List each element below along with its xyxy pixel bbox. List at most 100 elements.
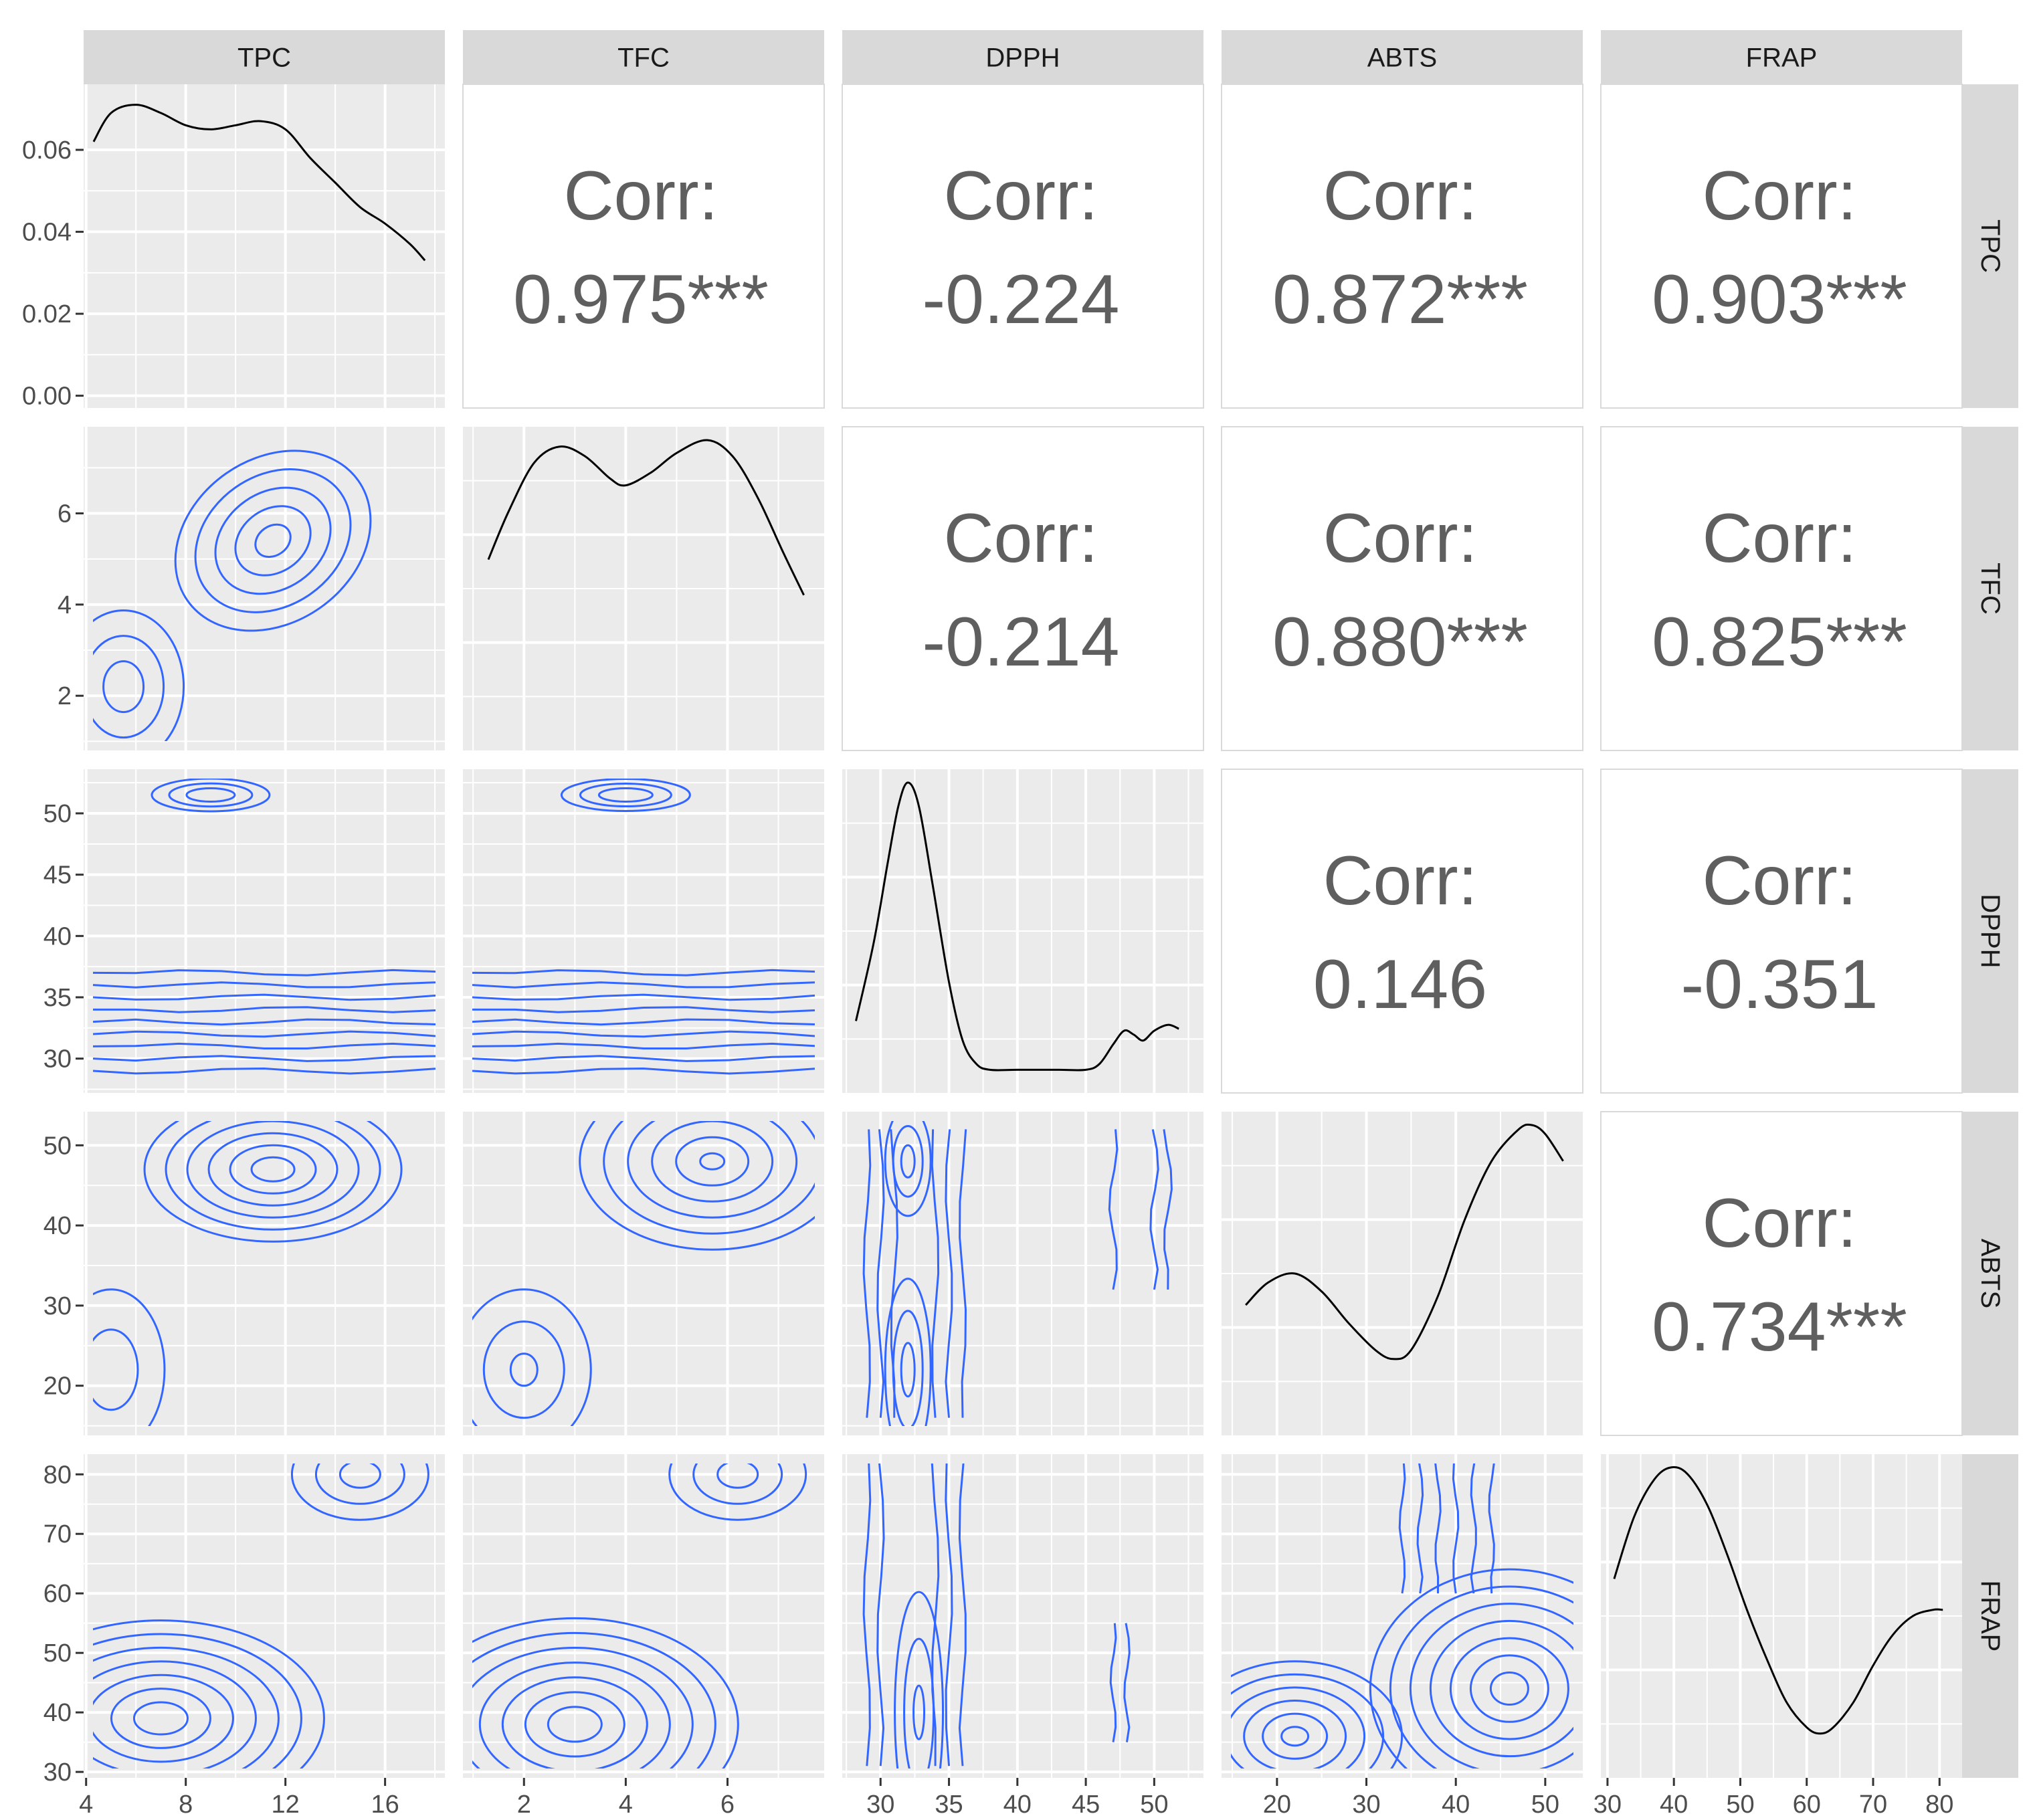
- corr-cell-tpc-frap: Corr: 0.903***: [1652, 157, 1907, 338]
- contour-line: [185, 787, 236, 803]
- contour-line: [900, 1342, 916, 1398]
- corr-value: -0.224: [923, 261, 1120, 338]
- contour-line: [472, 969, 815, 977]
- corr-value: 0.734***: [1652, 1288, 1907, 1366]
- contour-line: [1280, 1726, 1310, 1747]
- contour-line: [165, 1121, 381, 1231]
- strip-right-bg: [1962, 427, 2018, 750]
- corr-label: Corr:: [943, 157, 1098, 235]
- contour-line: [560, 779, 691, 812]
- contour-line: [472, 1018, 815, 1026]
- contour-line: [1489, 1672, 1529, 1706]
- strip-right-label: ABTS: [1975, 1239, 2005, 1308]
- contour-line: [862, 1129, 872, 1418]
- contour-line: [603, 1121, 815, 1235]
- corr-value: 0.903***: [1652, 261, 1907, 338]
- y-tick-label: 35: [43, 984, 72, 1012]
- contour-frap-tpc: [93, 1463, 429, 1768]
- y-tick-label: 30: [43, 1758, 72, 1787]
- contour-line: [93, 969, 436, 977]
- contour-line: [692, 1463, 783, 1505]
- panel-frap-tfc: [463, 1454, 824, 1778]
- contour-line: [1369, 1568, 1573, 1768]
- strip-top-bg: [842, 30, 1203, 84]
- contour-line: [186, 1121, 360, 1219]
- strip-top-label: TPC: [237, 43, 291, 73]
- y-tick-label: 0.04: [22, 219, 72, 247]
- contour-line: [102, 660, 145, 714]
- corr-value: 0.975***: [513, 261, 769, 338]
- contour-line: [945, 1129, 953, 1418]
- contour-frap-abts: [1231, 1463, 1573, 1768]
- contour-line: [1231, 1660, 1404, 1768]
- contour-line: [1243, 1700, 1347, 1768]
- density-line-dpph: [855, 781, 1179, 1072]
- contour-tfc-tpc: [93, 449, 372, 741]
- x-tick-label: 30: [866, 1791, 894, 1819]
- contour-line: [579, 783, 672, 807]
- contour-line: [207, 1132, 339, 1207]
- contour-line: [482, 1320, 565, 1419]
- contour-line: [472, 1288, 592, 1426]
- contour-line: [892, 1124, 924, 1198]
- contour-line: [876, 1463, 885, 1766]
- contour-line: [93, 609, 185, 741]
- contour-line: [627, 1121, 798, 1219]
- panel-tpc-abts: [1221, 84, 1583, 409]
- contour-line: [1452, 1463, 1460, 1594]
- chart-marks: [92, 104, 1943, 1768]
- x-tick-label: 4: [619, 1791, 633, 1819]
- x-tick-label: 70: [1859, 1791, 1887, 1819]
- strip-top-label: ABTS: [1367, 43, 1437, 73]
- contour-line: [1108, 1129, 1119, 1290]
- contour-line: [472, 981, 815, 989]
- contour-line: [1163, 1129, 1173, 1290]
- x-tick-label: 50: [1726, 1791, 1754, 1819]
- corr-label: Corr:: [1702, 842, 1856, 920]
- corr-label: Corr:: [1702, 500, 1856, 577]
- strip-right-label: TPC: [1975, 219, 2005, 273]
- y-tick-label: 30: [43, 1045, 72, 1074]
- contour-line: [675, 1136, 750, 1187]
- panel-tfc-abts: [1221, 426, 1583, 751]
- contour-line: [93, 1042, 436, 1049]
- contour-line: [478, 1661, 671, 1768]
- corr-cell-tpc-dpph: Corr: -0.224: [923, 157, 1120, 338]
- contour-line: [892, 1310, 924, 1426]
- strip-right-bg: [1962, 84, 2018, 408]
- contour-line: [93, 635, 165, 739]
- contour-line: [1488, 1463, 1495, 1594]
- strip-right-bg: [1962, 1454, 2018, 1778]
- contour-abts-tfc: [472, 1121, 815, 1426]
- x-tick-label: 2: [517, 1791, 531, 1819]
- contour-line: [1469, 1654, 1549, 1723]
- contour-line: [93, 981, 436, 989]
- contour-line: [524, 1691, 625, 1758]
- contour-line: [254, 523, 292, 559]
- contour-line: [93, 1055, 436, 1062]
- contour-line: [229, 1144, 317, 1195]
- contour-line: [168, 782, 254, 808]
- contour-line: [174, 449, 372, 632]
- contour-line: [339, 1463, 381, 1489]
- y-tick-label: 0.00: [22, 383, 72, 411]
- contour-line: [1429, 1619, 1573, 1758]
- strip-top-label: TFC: [617, 43, 670, 73]
- contour-line: [314, 1463, 405, 1505]
- y-tick-label: 40: [43, 922, 72, 950]
- strip-top-label: FRAP: [1746, 43, 1818, 73]
- y-tick-label: 0.06: [22, 136, 72, 165]
- contour-line: [501, 1676, 648, 1768]
- x-tick-label: 6: [720, 1791, 735, 1819]
- panel-tpc-frap: [1600, 84, 1963, 409]
- contour-line: [93, 1646, 280, 1768]
- strip-right-bg: [1962, 769, 2018, 1093]
- contour-dpph-tpc: [93, 779, 436, 1075]
- contour-line: [472, 993, 815, 1001]
- contour-line: [945, 1463, 953, 1766]
- y-tick-label: 6: [58, 500, 72, 528]
- strip-top-bg: [1601, 30, 1962, 84]
- contour-line: [93, 993, 436, 1001]
- y-tick-label: 45: [43, 862, 72, 890]
- contour-line: [1109, 1623, 1117, 1742]
